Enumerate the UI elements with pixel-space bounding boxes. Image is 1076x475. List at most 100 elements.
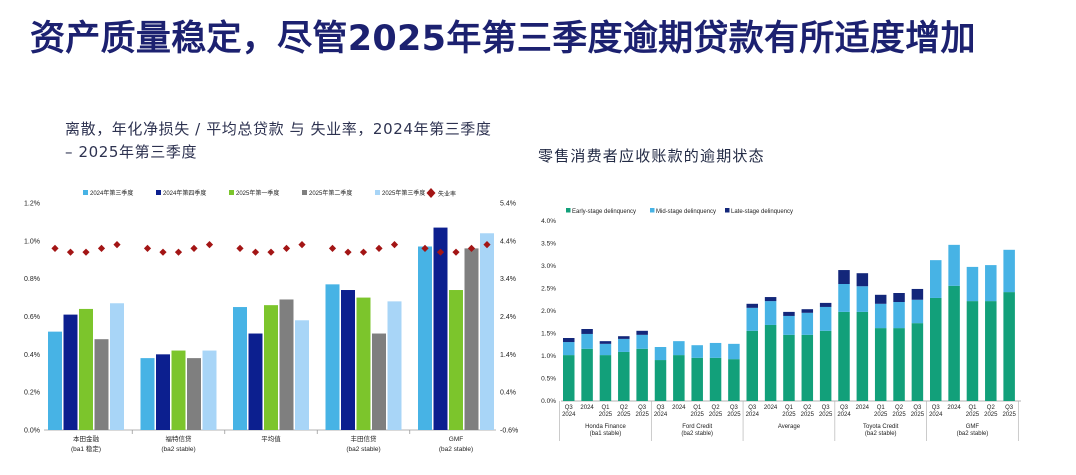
period-label: Q1 — [968, 405, 977, 411]
stacked-bar-segment — [783, 334, 795, 401]
period-label-year: 2025 — [635, 412, 649, 418]
stacked-bar-segment — [948, 244, 960, 286]
period-label: Q2 — [620, 405, 629, 411]
stacked-bar-segment — [581, 348, 593, 401]
stacked-bar-segment — [856, 286, 869, 312]
stacked-bar-segment — [636, 348, 648, 401]
legend-label: Early-stage delinquency — [572, 209, 636, 215]
unemployment-rate-marker — [159, 248, 167, 256]
bar — [48, 331, 62, 430]
category-label: 丰田信贷 — [351, 434, 378, 443]
unemployment-rate-marker — [359, 248, 368, 256]
stacked-bar-segment — [966, 266, 979, 302]
stacked-bar-segment — [948, 285, 960, 401]
y-axis-tick-label: 1.5% — [541, 331, 556, 338]
stacked-bar-segment — [838, 311, 850, 401]
legend-swatch — [302, 190, 307, 195]
period-label: Q1 — [877, 405, 886, 411]
unemployment-rate-marker — [190, 244, 198, 252]
stacked-bar-segment — [893, 328, 905, 401]
left-chart-title: 离散，年化净损失 / 平均总贷款 与 失业率，2024年第三季度 – 2025年… — [65, 118, 492, 164]
unemployment-rate-marker — [51, 244, 59, 252]
left-axis-tick-label: 0.4% — [24, 352, 40, 359]
period-label-year: 2025 — [782, 412, 796, 418]
stacked-bar-segment — [618, 351, 630, 401]
bar — [464, 248, 479, 430]
left-axis-tick-label: 1.2% — [24, 201, 40, 208]
bar — [480, 233, 494, 430]
unemployment-rate-marker — [66, 248, 75, 256]
period-label-year: 2024 — [562, 412, 576, 418]
stacked-bar-segment — [856, 273, 869, 287]
unemployment-rate-marker — [82, 248, 90, 256]
unemployment-rate-marker — [205, 241, 214, 249]
stacked-bar-segment — [581, 329, 593, 334]
legend-label: 失业率 — [438, 190, 456, 198]
period-label: Q3 — [822, 405, 831, 411]
stacked-bar-segment — [893, 293, 905, 302]
bar — [187, 358, 201, 430]
bar — [63, 314, 78, 430]
stacked-bar-segment — [930, 297, 942, 401]
stacked-bar-segment — [930, 260, 942, 298]
bar — [387, 301, 402, 430]
left-bar-chart: 0.0% 0.2% 0.4% 0.6% 0.8% 1.0% 1.2% -0.6% 0.4% 1.4… — [24, 188, 518, 453]
bar — [356, 297, 371, 430]
group-label: GMF — [966, 424, 980, 430]
legend-swatch — [375, 190, 380, 195]
period-label-year: 2025 — [874, 412, 888, 418]
category-rating-label: (ba1 稳定) — [71, 444, 101, 453]
unemployment-rate-marker — [375, 244, 383, 252]
stacked-bar-segment — [563, 342, 575, 356]
stacked-bar-segment — [599, 343, 612, 356]
bar — [372, 333, 386, 430]
group-label: Toyota Credit — [863, 424, 899, 430]
legend-swatch — [725, 208, 730, 213]
bar — [94, 339, 109, 430]
stacked-bar-segment — [801, 334, 814, 401]
period-label: Q1 — [785, 405, 794, 411]
stacked-bar-segment — [673, 355, 685, 401]
period-label-year: 2025 — [617, 412, 631, 418]
stacked-bar-segment — [819, 306, 832, 331]
period-label-year: 2025 — [1002, 412, 1016, 418]
stacked-bar-segment — [636, 334, 648, 349]
group-rating-label: (ba2 stable) — [865, 431, 897, 437]
stacked-bar-segment — [819, 330, 832, 401]
right-axis-tick-label: 4.4% — [500, 238, 516, 245]
period-label: Q3 — [840, 405, 849, 411]
left-axis-tick-label: 0.6% — [24, 314, 40, 321]
stacked-bar-segment — [874, 303, 887, 329]
legend-diamond-marker — [426, 188, 436, 198]
period-label-year: 2024 — [837, 412, 851, 418]
legend-label: 2025年第二季度 — [309, 189, 352, 197]
right-axis-tick-label: 1.4% — [500, 352, 516, 359]
y-axis-tick-label: 4.0% — [541, 218, 556, 225]
bar — [202, 350, 217, 430]
unemployment-rate-marker — [467, 244, 476, 252]
stacked-bar-segment — [691, 345, 703, 358]
right-axis-tick-label: 5.4% — [500, 201, 516, 208]
unemployment-rate-marker — [298, 241, 306, 249]
category-rating-label: (ba2 stable) — [439, 446, 473, 453]
stacked-bar-segment — [801, 312, 814, 335]
legend-label: Mid-stage delinquency — [656, 209, 716, 215]
stacked-bar-segment — [673, 341, 685, 356]
group-rating-label: (ba2 stable) — [681, 431, 713, 437]
bar — [325, 284, 340, 430]
right-chart-title: 零售消费者应收账款的逾期状态 — [538, 147, 765, 165]
bar — [279, 299, 294, 430]
period-label-year: 2024 — [746, 412, 760, 418]
stacked-bar-segment — [563, 355, 575, 401]
category-label: GMF — [449, 436, 463, 443]
unemployment-rate-marker — [113, 241, 121, 249]
period-label: Q3 — [638, 405, 647, 411]
stacked-bar-segment — [764, 297, 777, 302]
stacked-bar-segment — [856, 311, 869, 401]
stacked-bar-segment — [874, 294, 887, 304]
unemployment-rate-marker — [267, 248, 275, 256]
stacked-bar-segment — [709, 357, 722, 401]
stacked-bar-segment — [911, 299, 924, 324]
period-label-year: 2025 — [801, 412, 815, 418]
